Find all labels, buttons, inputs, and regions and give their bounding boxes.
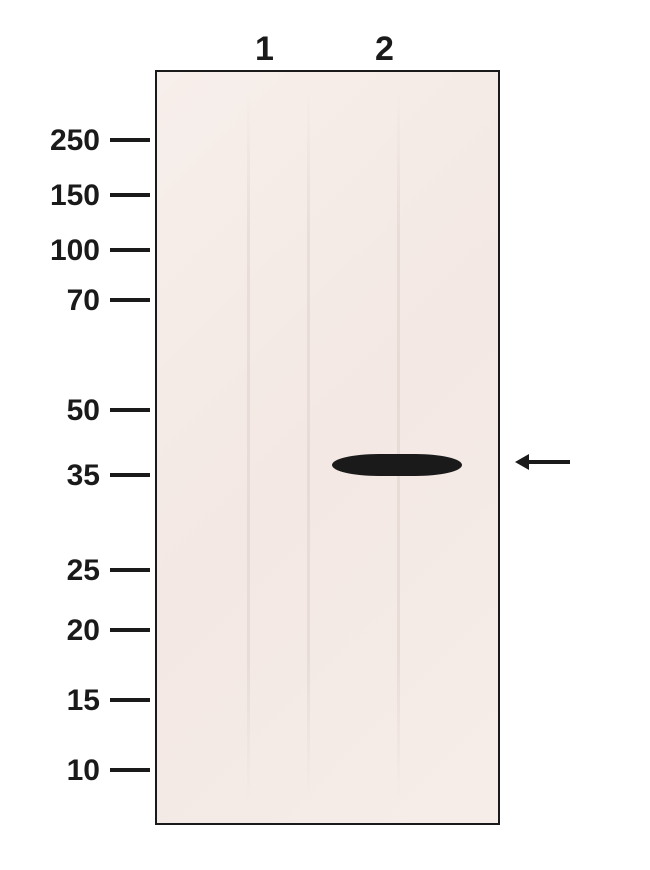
arrow-line <box>527 460 570 464</box>
blot-streak <box>397 92 400 802</box>
blot-streak <box>247 92 250 802</box>
lane-label-text: 2 <box>375 30 394 68</box>
protein-band <box>332 454 462 476</box>
marker-tick <box>110 568 150 572</box>
marker-label: 15 <box>67 684 100 718</box>
arrow-head <box>515 454 529 470</box>
marker-label: 20 <box>67 614 100 648</box>
marker-tick <box>110 408 150 412</box>
marker-tick <box>110 298 150 302</box>
marker-label: 70 <box>67 284 100 318</box>
marker-tick <box>110 138 150 142</box>
marker-tick <box>110 698 150 702</box>
blot-background <box>157 72 498 823</box>
marker-label: 25 <box>67 554 100 588</box>
marker-label: 100 <box>50 234 100 268</box>
band-arrow-icon <box>515 450 570 474</box>
blot-streak <box>307 92 310 802</box>
marker-tick <box>110 473 150 477</box>
marker-tick <box>110 768 150 772</box>
marker-tick <box>110 628 150 632</box>
lane-label-1: 1 <box>255 30 274 69</box>
lane-label-2: 2 <box>375 30 394 69</box>
marker-label: 50 <box>67 394 100 428</box>
marker-label: 35 <box>67 459 100 493</box>
marker-label: 150 <box>50 179 100 213</box>
marker-label: 10 <box>67 754 100 788</box>
western-blot-figure: 1 2 250 150 100 70 50 35 25 20 15 10 <box>0 0 650 870</box>
marker-label: 250 <box>50 124 100 158</box>
marker-tick <box>110 248 150 252</box>
blot-membrane <box>155 70 500 825</box>
lane-label-text: 1 <box>255 30 274 68</box>
marker-tick <box>110 193 150 197</box>
